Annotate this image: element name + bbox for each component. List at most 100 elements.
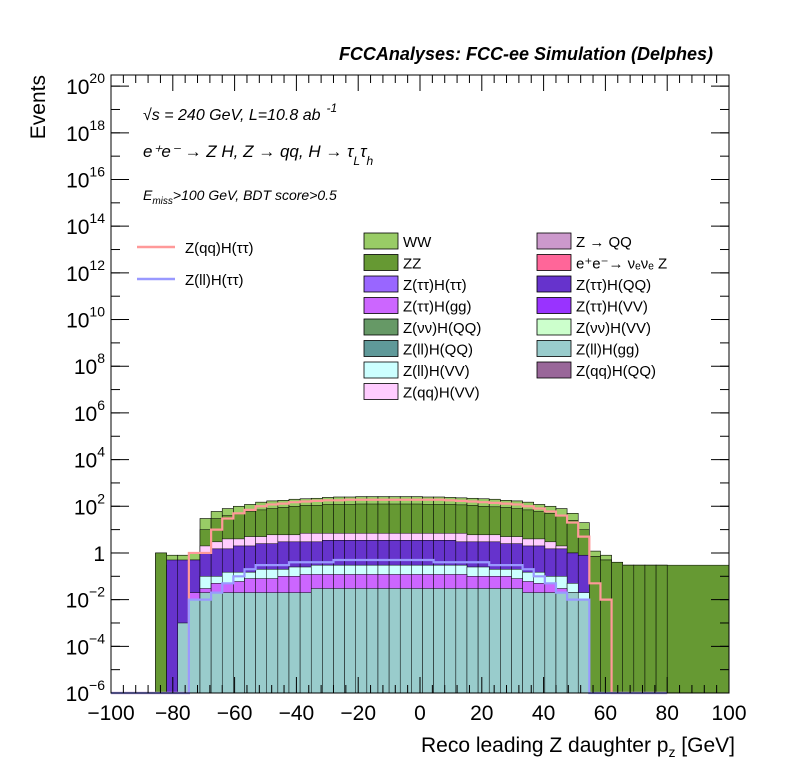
legend-label-Z(ll)H(ττ): Z(ll)H(ττ) xyxy=(185,272,244,289)
signal-line-Z(qq)H(ττ) xyxy=(111,498,668,695)
legend-label-Z(ττ)H(gg): Z(ττ)H(gg) xyxy=(403,299,472,316)
bar-Z(ll)H(gg) xyxy=(388,588,401,694)
signal-lines xyxy=(111,498,668,695)
y-tick-label: 108 xyxy=(74,350,105,379)
signal-line-Z(ll)H(ττ) xyxy=(111,558,668,695)
legend-label-ZZ: ZZ xyxy=(403,256,421,273)
bar-Z(ll)H(gg) xyxy=(210,592,223,694)
legend-label-Z(ττ)H(ττ): Z(ττ)H(ττ) xyxy=(403,277,467,294)
legend-swatch-Z(νν)H(VV) xyxy=(536,318,572,336)
legend-swatch-Z(qq)H(VV) xyxy=(363,383,399,400)
y-tick-label: 1 xyxy=(93,543,105,566)
legend-label-Z(ll)H(gg): Z(ll)H(gg) xyxy=(576,342,639,359)
legend-swatch-Z → QQ xyxy=(536,232,572,250)
bar-Z(ll)H(gg) xyxy=(199,592,212,694)
y-axis-label: Events xyxy=(27,75,50,139)
bar-Z(ll)H(gg) xyxy=(355,588,368,694)
x-tick-label: −100 xyxy=(87,702,134,725)
y-tick-label: 1014 xyxy=(66,210,105,239)
bar-Z(ll)H(gg) xyxy=(511,588,523,694)
bar-Z(ll)H(gg) xyxy=(500,588,512,694)
legend-label-Z(ττ)H(VV): Z(ττ)H(VV) xyxy=(576,299,648,316)
y-tick-label: 10−2 xyxy=(66,584,106,613)
bar-Z(ll)H(gg) xyxy=(522,592,534,694)
bar-Z(ll)H(gg) xyxy=(544,592,557,694)
legend-label-Z(ll)H(QQ): Z(ll)H(QQ) xyxy=(403,342,473,359)
x-tick-label: 100 xyxy=(711,702,746,725)
bar-Z(ll)H(gg) xyxy=(455,588,468,694)
bar-Z(ll)H(gg) xyxy=(466,588,479,694)
bar-Z(ττ)H(QQ) xyxy=(166,559,178,694)
bar-Z(ll)H(gg) xyxy=(310,588,323,694)
legend-swatch-e⁺e⁻→ νₑνₑ Z xyxy=(536,254,572,271)
bar-ZZ xyxy=(155,552,167,694)
bar-Z(ll)H(gg) xyxy=(444,588,457,694)
bar-ZZ-tail xyxy=(644,564,657,694)
bar-Z(ll)H(gg) xyxy=(299,592,312,694)
annotation-selection: Emiss>100 GeV, BDT score>0.5 xyxy=(143,187,337,207)
y-tick-label: 1010 xyxy=(66,304,105,333)
legend-swatch-Z(ττ)H(ττ) xyxy=(363,275,399,293)
y-tick-label: 104 xyxy=(74,444,105,473)
legend-label-Z(qq)H(VV): Z(qq)H(VV) xyxy=(403,385,480,402)
x-tick-label: −20 xyxy=(340,702,376,725)
bar-Z(ll)H(gg) xyxy=(188,599,201,694)
bar-Z(ll)H(gg) xyxy=(277,592,290,694)
bar-Z(ll)H(gg) xyxy=(577,599,590,694)
bar-Z(ll)H(gg) xyxy=(266,592,279,694)
x-tick-label: 40 xyxy=(532,702,555,725)
x-tick-label: 20 xyxy=(470,702,493,725)
bar-Z(ll)H(gg) xyxy=(477,588,490,694)
legend-label-Z(ττ)H(QQ): Z(ττ)H(QQ) xyxy=(576,277,651,294)
bar-Z(ll)H(gg) xyxy=(344,588,356,694)
x-tick-label: −60 xyxy=(217,702,253,725)
y-tick-label: 1018 xyxy=(66,117,105,146)
bar-Z(ll)H(gg) xyxy=(333,588,345,694)
bar-ZZ-tail xyxy=(622,564,635,694)
x-tick-label: 80 xyxy=(656,702,679,725)
bar-Z(ll)H(gg) xyxy=(366,588,379,694)
legend-swatch-Z(qq)H(QQ) xyxy=(536,361,572,379)
legend-swatch-Z(ll)H(gg) xyxy=(536,340,572,357)
y-tick-label: 10−6 xyxy=(66,677,106,706)
legend-swatch-WW xyxy=(363,232,399,250)
bar-Z(ll)H(gg) xyxy=(411,588,423,694)
bar-Z(ll)H(gg) xyxy=(433,588,445,694)
y-tick-label: 1020 xyxy=(66,70,105,99)
annotation-process: e⁺e⁻ → Z H, Z → qq, H → τLτh xyxy=(143,142,373,168)
bar-ZZ-tail xyxy=(600,559,612,694)
x-axis: −100 −80 −60 −40 −20 0 20 40 60 80 100 xyxy=(87,75,747,725)
legend-label-Z(qq)H(ττ): Z(qq)H(ττ) xyxy=(185,240,254,257)
legend-swatch-Z(ll)H(QQ) xyxy=(363,340,399,357)
y-axis: 10−6 10−4 10−2 1 102 104 106 108 1010 1012 1014 101… xyxy=(66,70,729,706)
bar-Z(ll)H(gg) xyxy=(322,588,334,694)
annotations: √s = 240 GeV, L=10.8 ab -1 e⁺e⁻ → Z H, Z … xyxy=(143,101,373,207)
annotation-energy-lumi: √s = 240 GeV, L=10.8 ab -1 xyxy=(143,101,337,124)
legend-label-Z(ll)H(VV): Z(ll)H(VV) xyxy=(403,363,470,380)
x-tick-label: −40 xyxy=(279,702,315,725)
legend-label-Z(qq)H(QQ): Z(qq)H(QQ) xyxy=(576,363,656,380)
legend-label-Z → QQ: Z → QQ xyxy=(576,234,632,251)
bar-ZZ-tail xyxy=(633,564,646,694)
legend-swatch-ZZ xyxy=(363,254,399,271)
y-tick-label: 106 xyxy=(74,397,105,426)
bar-Z(ll)H(gg) xyxy=(255,592,267,694)
legend-swatch-Z(ττ)H(VV) xyxy=(536,297,572,314)
y-tick-label: 1016 xyxy=(66,164,105,193)
bar-Z(ll)H(gg) xyxy=(422,588,434,694)
bar-ZZ-tail xyxy=(589,556,601,694)
y-tick-label: 10−4 xyxy=(66,630,106,659)
bar-Z(ll)H(gg) xyxy=(488,588,501,694)
x-axis-label: Reco leading Z daughter pz [GeV] xyxy=(421,734,735,760)
bar-ZZ-tail xyxy=(666,564,730,694)
legend: Z(qq)H(ττ) Z(ll)H(ττ) WW ZZ Z(ττ)H(ττ) Z(ττ)H… xyxy=(137,232,667,402)
chart-title: FCCAnalyses: FCC-ee Simulation (Delphes) xyxy=(339,44,713,64)
bar-Z(ll)H(gg) xyxy=(177,622,190,694)
legend-label-e⁺e⁻→ νₑνₑ Z: e⁺e⁻→ νₑνₑ Z xyxy=(576,256,667,273)
x-tick-label: −80 xyxy=(155,702,191,725)
legend-label-WW: WW xyxy=(403,234,432,251)
legend-swatch-Z(ττ)H(QQ) xyxy=(536,275,572,293)
bar-Z(ll)H(gg) xyxy=(244,592,256,694)
bar-Z(ll)H(gg) xyxy=(399,588,412,694)
